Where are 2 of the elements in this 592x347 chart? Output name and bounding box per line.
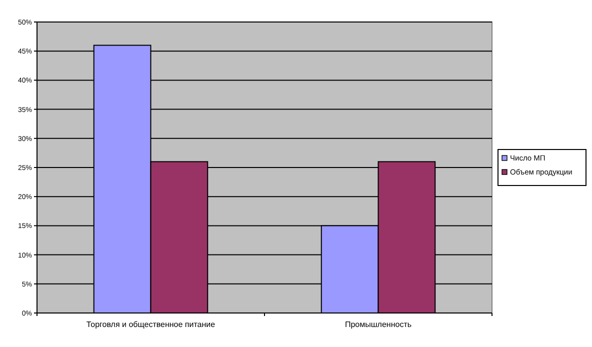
x-tick-label: Промышленность bbox=[344, 320, 412, 329]
x-tick-label: Торговля и общественное питание bbox=[86, 320, 216, 329]
